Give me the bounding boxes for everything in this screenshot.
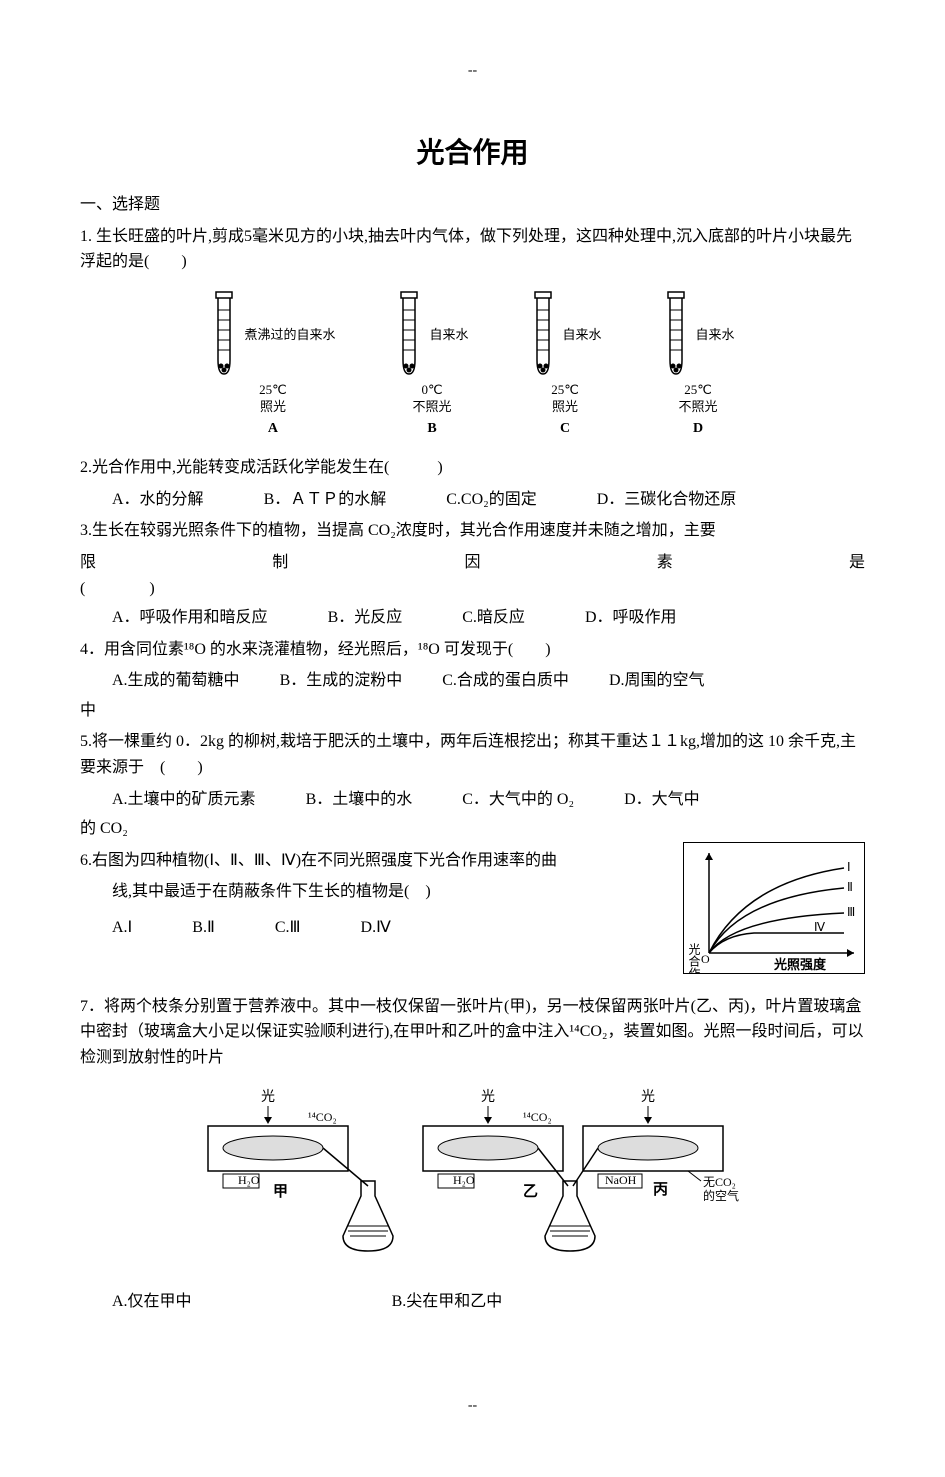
tube-d-letter: D [693,418,703,440]
q6-options: A.Ⅰ B.Ⅱ C.Ⅲ D.Ⅳ [112,915,673,941]
tube-a-side-label: 煮沸过的自来水 [244,325,335,346]
tube-b-cond: 不照光 [412,399,451,414]
q2-options: A．水的分解 B．ＡＴＰ的水解 C.CO₂的固定 D．三碳化合物还原 [112,487,865,513]
q1-figure-row: 煮沸过的自来水 25℃ 照光 A 自来水 0℃ 不照光 B [80,290,865,440]
svg-text:丙: 丙 [653,1181,668,1198]
svg-text:光: 光 [481,1089,495,1105]
q6-opt-b: B.Ⅱ [192,915,215,941]
tube-c-temp: 25℃ [551,382,579,397]
q7-figure: 光 ¹⁴CO₂ H₂O 甲 光 光 ¹⁴CO₂ H₂O 乙 NaOH [80,1086,865,1275]
graph-origin: O [701,952,710,966]
q5-opt-a: A.土壤中的矿质元素 [112,787,256,813]
q2-opt-d: D．三碳化合物还原 [597,487,737,513]
question-4: 4．用含同位素¹⁸O 的水来浇灌植物，经光照后，¹⁸O 可发现于( ) [80,637,865,663]
q1-tube-d: 自来水 25℃ 不照光 D [662,290,735,440]
svg-text:乙: 乙 [523,1184,538,1200]
test-tube-icon [210,290,238,380]
q5-opt-c: C．大气中的 O₂ [462,787,574,813]
q4-cont: 中 [80,698,865,724]
svg-text:¹⁴CO₂: ¹⁴CO₂ [308,1110,337,1124]
svg-text:无CO₂: 无CO₂ [703,1175,736,1189]
page-marker-bottom: -- [80,1395,865,1417]
q1-tube-c: 自来水 25℃ 照光 C [529,290,602,440]
q1-tube-b: 自来水 0℃ 不照光 B [395,290,468,440]
svg-text:的空气: 的空气 [703,1188,739,1203]
q6-opt-a: A.Ⅰ [112,915,132,941]
question-3-paren: ( ) [80,576,865,602]
q5-cont: 的 CO₂ [80,816,865,842]
curve-label-4: Ⅳ [814,920,825,934]
q3-opt-c: C.暗反应 [462,605,525,631]
q2-opt-a: A．水的分解 [112,487,204,513]
question-5: 5.将一棵重约 0．2kg 的柳树,栽培于肥沃的土壤中，两年后连根挖出；称其干重… [80,729,865,780]
section-header: 一、选择题 [80,192,865,218]
q4-opt-c: C.合成的蛋白质中 [442,668,569,694]
tube-d-side-label: 自来水 [696,325,735,346]
tube-a-cond: 照光 [260,399,286,414]
tube-d-temp: 25℃ [684,382,712,397]
q3-char: 因 [464,550,480,576]
tube-c-letter: C [560,418,570,440]
question-6-line1: 6.右图为四种植物(Ⅰ、Ⅱ、Ⅲ、Ⅳ)在不同光照强度下光合作用速率的曲 [80,848,673,874]
tube-b-letter: B [427,418,436,440]
q3-opt-b: B．光反应 [328,605,403,631]
svg-text:¹⁴CO₂: ¹⁴CO₂ [523,1110,552,1124]
q3-opt-a: A．呼吸作用和暗反应 [112,605,268,631]
svg-text:光: 光 [641,1089,655,1105]
tube-a-letter: A [268,418,278,440]
svg-text:光: 光 [261,1089,275,1105]
q3-char: 素 [657,550,673,576]
tube-b-temp: 0℃ [421,382,442,397]
tube-c-cond: 照光 [552,399,578,414]
q6-opt-c: C.Ⅲ [275,915,301,941]
q5-options: A.土壤中的矿质元素 B．土壤中的水 C．大气中的 O₂ D．大气中 [112,787,865,813]
question-6-line2: 线,其中最适于在荫蔽条件下生长的植物是( ) [80,879,673,905]
q5-opt-b: B．土壤中的水 [306,787,413,813]
test-tube-icon [395,290,423,380]
x-axis-label: 光照强度 [773,957,827,972]
q2-opt-b: B．ＡＴＰ的水解 [264,487,387,513]
q3-char: 是 [849,550,865,576]
svg-text:H₂O: H₂O [453,1173,475,1187]
q4-options: A.生成的葡萄糖中 B．生成的淀粉中 C.合成的蛋白质中 D.周围的空气 [112,668,865,694]
tube-c-side-label: 自来水 [563,325,602,346]
q6-opt-d: D.Ⅳ [361,915,391,941]
q7-opt-a: A.仅在甲中 [112,1289,192,1315]
question-7: 7．将两个枝条分别置于营养液中。其中一枝仅保留一张叶片(甲)，另一枝保留两张叶片… [80,994,865,1071]
tube-b-side-label: 自来水 [429,325,468,346]
q4-opt-a: A.生成的葡萄糖中 [112,668,240,694]
test-tube-icon [529,290,557,380]
q1-tube-a: 煮沸过的自来水 25℃ 照光 A [210,290,335,440]
curve-label-3: Ⅲ [847,905,855,919]
q2-opt-c: C.CO₂的固定 [446,487,536,513]
q4-opt-b: B．生成的淀粉中 [280,668,403,694]
q7-opt-b: B.尖在甲和乙中 [392,1289,503,1315]
tube-d-cond: 不照光 [679,399,718,414]
question-3-spread: 限 制 因 素 是 [80,550,865,576]
test-tube-icon [662,290,690,380]
svg-text:NaOH: NaOH [605,1173,637,1187]
q5-opt-d: D．大气中 [624,787,700,813]
q6-graph: Ⅰ Ⅱ Ⅲ Ⅳ O 光合作用速率 光照强度 [683,842,865,974]
q3-options: A．呼吸作用和暗反应 B．光反应 C.暗反应 D．呼吸作用 [112,605,865,631]
question-3-line1: 3.生长在较弱光照条件下的植物，当提高 CO₂浓度时，其光合作用速度并未随之增加… [80,518,865,544]
tube-a-temp: 25℃ [259,382,287,397]
svg-text:H₂O: H₂O [238,1173,260,1187]
q3-char: 制 [272,550,288,576]
q4-opt-d: D.周围的空气 [609,668,705,694]
q3-char: 限 [80,550,96,576]
question-2: 2.光合作用中,光能转变成活跃化学能发生在( ) [80,455,865,481]
page-marker-top: -- [80,60,865,82]
q7-options: A.仅在甲中 B.尖在甲和乙中 [112,1289,865,1315]
curve-label-1: Ⅰ [847,860,851,874]
page-title: 光合作用 [80,132,865,177]
question-1: 1. 生长旺盛的叶片,剪成5毫米见方的小块,抽去叶内气体，做下列处理，这四种处理… [80,224,865,275]
svg-text:甲: 甲 [273,1183,288,1200]
curve-label-2: Ⅱ [847,880,853,894]
q3-opt-d: D．呼吸作用 [585,605,677,631]
y-axis-label: 光合作用速率 [687,942,701,972]
